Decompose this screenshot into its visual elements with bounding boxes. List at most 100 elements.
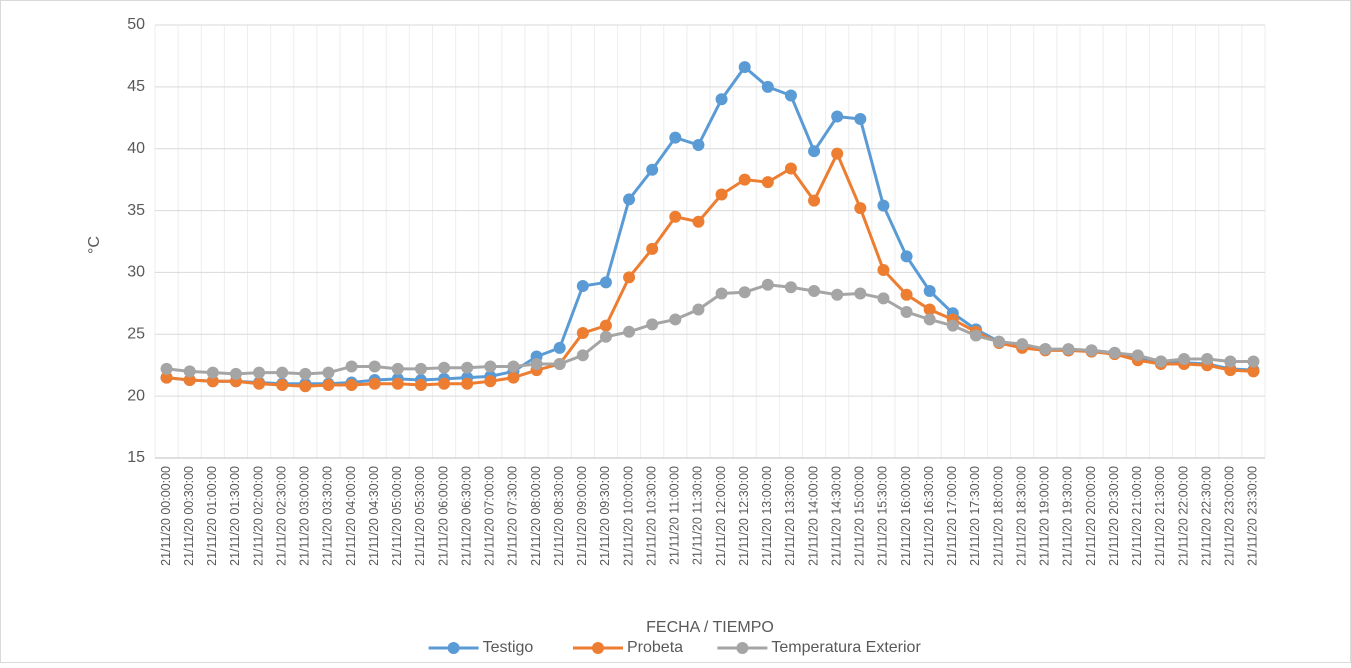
data-point	[715, 287, 728, 300]
x-tick-label: 21/11/20 21:30:00	[1153, 466, 1167, 566]
data-point	[160, 362, 173, 375]
data-point	[206, 366, 219, 379]
data-point	[183, 365, 196, 378]
x-tick-label: 21/11/20 12:00:00	[714, 466, 728, 566]
data-point	[553, 357, 566, 370]
data-point	[599, 319, 612, 332]
data-point	[808, 284, 821, 297]
data-point	[854, 113, 867, 126]
data-point	[391, 362, 404, 375]
data-point	[761, 176, 774, 189]
data-point	[1085, 344, 1098, 357]
x-tick-label: 21/11/20 05:30:00	[413, 466, 427, 566]
data-point	[623, 325, 636, 338]
data-point	[623, 193, 636, 206]
x-tick-label: 21/11/20 06:30:00	[459, 466, 473, 566]
x-tick-label: 21/11/20 06:00:00	[436, 466, 450, 566]
data-point	[1224, 355, 1237, 368]
data-point	[322, 366, 335, 379]
data-point	[831, 288, 844, 301]
x-tick-label: 21/11/20 22:00:00	[1176, 466, 1190, 566]
data-point	[808, 194, 821, 207]
data-point	[808, 145, 821, 158]
data-point	[669, 210, 682, 223]
y-axis-label: °C	[86, 236, 103, 254]
x-tick-label: 21/11/20 18:00:00	[991, 466, 1005, 566]
data-point	[669, 313, 682, 326]
data-point	[1062, 343, 1075, 356]
data-point	[784, 281, 797, 294]
x-tick-label: 21/11/20 08:30:00	[552, 466, 566, 566]
data-point	[461, 377, 474, 390]
data-point	[253, 377, 266, 390]
data-point	[900, 288, 913, 301]
data-point	[831, 110, 844, 123]
x-tick-label: 21/11/20 15:30:00	[876, 466, 890, 566]
data-point	[738, 173, 751, 186]
x-tick-label: 21/11/20 13:30:00	[783, 466, 797, 566]
data-point	[553, 341, 566, 354]
y-tick-label: 50	[127, 16, 145, 33]
x-tick-label: 21/11/20 13:00:00	[760, 466, 774, 566]
x-tick-label: 21/11/20 14:30:00	[829, 466, 843, 566]
x-tick-label: 21/11/20 00:00:00	[159, 466, 173, 566]
data-point	[946, 319, 959, 332]
data-point	[923, 313, 936, 326]
x-tick-label: 21/11/20 07:30:00	[506, 466, 520, 566]
data-point	[484, 375, 497, 388]
x-tick-label: 21/11/20 11:30:00	[691, 466, 705, 565]
x-tick-label: 21/11/20 22:30:00	[1199, 466, 1213, 566]
x-tick-label: 21/11/20 19:00:00	[1038, 466, 1052, 566]
data-point	[345, 379, 358, 392]
x-tick-label: 21/11/20 20:30:00	[1107, 466, 1121, 566]
data-point	[1016, 338, 1029, 351]
data-point	[507, 371, 520, 384]
x-tick-label: 21/11/20 03:30:00	[321, 466, 335, 566]
data-point	[692, 215, 705, 228]
x-tick-label: 21/11/20 10:00:00	[621, 466, 635, 566]
y-tick-label: 15	[127, 449, 145, 466]
x-tick-label: 21/11/20 10:30:00	[644, 466, 658, 566]
x-tick-label: 21/11/20 01:30:00	[228, 466, 242, 566]
data-point	[414, 362, 427, 375]
data-point	[345, 360, 358, 373]
data-point	[738, 286, 751, 299]
data-point	[831, 147, 844, 160]
legend-label: Probeta	[627, 639, 683, 656]
data-point	[1131, 349, 1144, 362]
x-tick-label: 21/11/20 21:00:00	[1130, 466, 1144, 566]
data-point	[299, 367, 312, 380]
data-point	[646, 318, 659, 331]
legend-label: Temperatura Exterior	[771, 639, 921, 656]
data-point	[368, 377, 381, 390]
x-tick-label: 21/11/20 19:30:00	[1061, 466, 1075, 566]
data-point	[576, 327, 589, 340]
x-tick-label: 21/11/20 09:30:00	[598, 466, 612, 566]
x-tick-label: 21/11/20 17:30:00	[968, 466, 982, 566]
data-point	[1201, 353, 1214, 366]
data-point	[646, 163, 659, 176]
legend-label: Testigo	[483, 639, 534, 656]
data-point	[253, 366, 266, 379]
data-point	[784, 162, 797, 175]
data-point	[900, 306, 913, 319]
x-tick-label: 21/11/20 08:00:00	[529, 466, 543, 566]
data-point	[900, 250, 913, 263]
data-point	[854, 287, 867, 300]
x-tick-label: 21/11/20 05:00:00	[390, 466, 404, 566]
data-point	[507, 360, 520, 373]
x-axis-label: FECHA / TIEMPO	[646, 619, 774, 636]
data-point	[530, 357, 543, 370]
x-tick-label: 21/11/20 15:00:00	[853, 466, 867, 566]
data-point	[1224, 364, 1237, 377]
x-tick-label: 21/11/20 12:30:00	[737, 466, 751, 566]
data-point	[183, 374, 196, 387]
data-point	[1247, 355, 1260, 368]
data-point	[1039, 343, 1052, 356]
data-point	[761, 278, 774, 291]
data-point	[692, 303, 705, 316]
data-point	[299, 380, 312, 393]
data-point	[877, 199, 890, 212]
x-tick-label: 21/11/20 23:30:00	[1246, 466, 1260, 566]
